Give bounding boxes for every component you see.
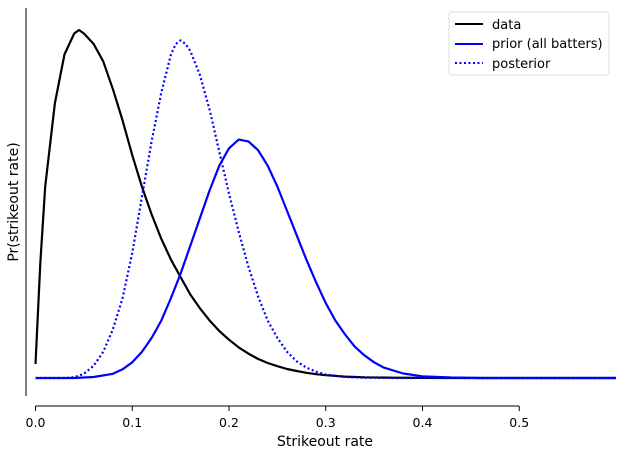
x-axis-label: Strikeout rate [277, 434, 373, 450]
legend-label-prior: prior (all batters) [492, 37, 603, 52]
legend-label-data: data [492, 18, 521, 33]
series-line-posterior [35, 39, 616, 380]
series-line-data [34, 28, 616, 380]
x-ticks: 0.0 0.1 0.2 0.3 0.4 0.5 [26, 406, 529, 430]
x-tick-label: 0.2 [219, 415, 239, 430]
legend-label-posterior: posterior [492, 57, 551, 72]
plot-area [34, 28, 616, 380]
x-tick-label: 0.4 [413, 415, 433, 430]
legend-box [448, 11, 610, 76]
series-line-prior-all-batters [35, 138, 616, 380]
x-tick-label: 0.0 [26, 415, 46, 430]
x-tick-label: 0.5 [509, 415, 529, 430]
legend: data prior (all batters) posterior [448, 11, 610, 76]
x-tick-label: 0.3 [316, 415, 336, 430]
y-axis-label: Pr(strikeout rate) [6, 142, 22, 261]
x-tick-label: 0.1 [122, 415, 142, 430]
